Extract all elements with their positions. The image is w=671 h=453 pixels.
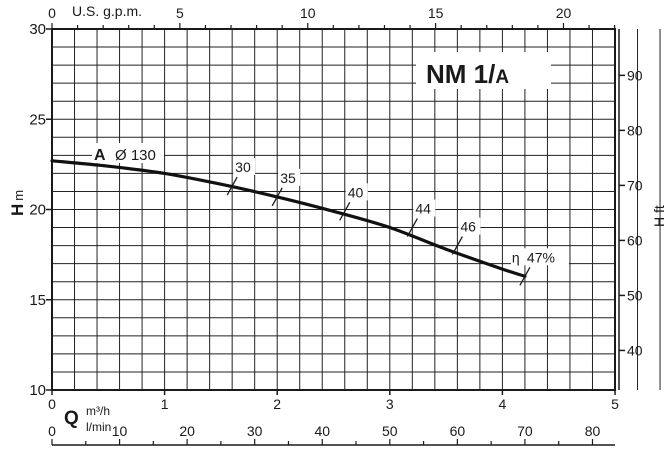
y-tick-label: 30 — [29, 21, 46, 38]
efficiency-tick — [339, 201, 351, 221]
efficiency-tick — [519, 266, 531, 286]
lmin-tick-label: 0 — [48, 423, 56, 439]
x-axis-ticks: 0 1 2 3 4 5 — [48, 390, 619, 412]
eta-symbol: η — [512, 249, 520, 265]
x-tick-label: 3 — [386, 396, 394, 412]
y2-axis-label: H ft — [651, 205, 667, 227]
y-tick-label: 20 — [29, 202, 46, 219]
x2-axis-unit: l/min — [86, 420, 111, 434]
efficiency-label-bg — [233, 158, 256, 176]
y-tick-label: 15 — [29, 292, 46, 309]
x-tick-label: 1 — [161, 396, 169, 412]
y-tick-label: 25 — [29, 111, 46, 128]
ft-tick-label: 50 — [627, 287, 643, 303]
efficiency-marks: 30 35 40 44 46 47% η — [226, 158, 569, 286]
efficiency-label: 44 — [415, 201, 431, 217]
efficiency-tick — [271, 187, 283, 207]
lmin-tick-label: 80 — [585, 423, 601, 439]
ft-axis-ticks: 40 50 60 70 80 90 — [619, 67, 643, 358]
efficiency-label: 46 — [460, 219, 476, 235]
ft-tick-label: 80 — [627, 122, 643, 138]
lmin-tick-label: 10 — [112, 423, 128, 439]
lmin-axis-ticks: 10 20 30 40 50 60 70 80 0 — [48, 423, 600, 445]
curve-label-bg — [92, 143, 164, 163]
x-axis-label: Q — [64, 408, 79, 429]
lmin-tick-label: 60 — [450, 423, 466, 439]
efficiency-tick — [406, 218, 418, 237]
gpm-tick-label: 20 — [556, 5, 572, 21]
x-tick-label: 0 — [48, 396, 56, 412]
efficiency-label-bg — [413, 199, 436, 217]
curve-name-label: A — [94, 147, 106, 164]
efficiency-label-bg — [458, 217, 481, 235]
gpm-tick-label: 10 — [300, 5, 316, 21]
efficiency-label-bg — [278, 168, 301, 186]
efficiency-label: 35 — [280, 170, 296, 186]
efficiency-label-bg — [510, 248, 569, 266]
chart-title: NM 1/A — [426, 59, 509, 89]
x-axis-unit: m³/h — [86, 404, 110, 418]
x-tick-label: 2 — [273, 396, 281, 412]
grid — [52, 29, 661, 390]
efficiency-tick — [226, 176, 238, 196]
x-tick-label: 4 — [499, 396, 507, 412]
efficiency-label: 30 — [235, 159, 251, 175]
y-axis-label: Hm — [8, 190, 27, 216]
lmin-tick-label: 30 — [247, 423, 263, 439]
curve-line — [50, 159, 527, 278]
ft-tick-label: 40 — [627, 342, 643, 358]
lmin-tick-label: 20 — [179, 423, 195, 439]
ft-tick-label: 60 — [627, 232, 643, 248]
lmin-tick-label: 70 — [517, 423, 533, 439]
efficiency-label: 47% — [527, 249, 555, 265]
gpm-tick-label: 15 — [428, 5, 444, 21]
gpm-axis-ticks: 0 5 10 15 20 — [48, 5, 616, 29]
x-tick-label: 5 — [611, 396, 619, 412]
gpm-axis-label: U.S. g.p.m. — [72, 3, 142, 19]
gpm-tick-label: 5 — [176, 5, 184, 21]
impeller-label: Ø 130 — [115, 147, 156, 164]
ft-tick-label: 90 — [627, 67, 643, 83]
lmin-tick-label: 50 — [382, 423, 398, 439]
lmin-tick-label: 40 — [314, 423, 330, 439]
ft-tick-label: 70 — [627, 177, 643, 193]
efficiency-tick — [451, 236, 463, 255]
efficiency-label: 40 — [348, 184, 364, 200]
title-box — [416, 52, 551, 89]
y-tick-label: 10 — [29, 382, 46, 399]
gpm-tick-label: 0 — [48, 5, 56, 21]
y-axis-ticks: 10 15 20 25 30 — [29, 21, 52, 399]
efficiency-label-bg — [345, 183, 368, 201]
